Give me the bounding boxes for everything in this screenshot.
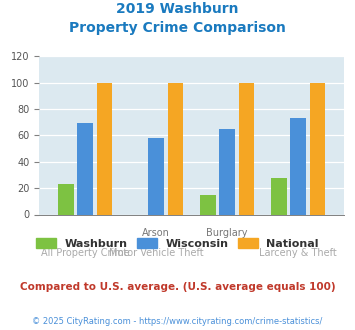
- Text: Larceny & Theft: Larceny & Theft: [259, 248, 337, 257]
- Text: All Property Crime: All Property Crime: [41, 248, 130, 257]
- Bar: [168, 82, 183, 214]
- Legend: Washburn, Wisconsin, National: Washburn, Wisconsin, National: [32, 234, 323, 253]
- Text: 2019 Washburn: 2019 Washburn: [116, 2, 239, 16]
- Text: Property Crime Comparison: Property Crime Comparison: [69, 21, 286, 35]
- Bar: [290, 118, 306, 214]
- Text: Compared to U.S. average. (U.S. average equals 100): Compared to U.S. average. (U.S. average …: [20, 282, 335, 292]
- Bar: [97, 82, 112, 214]
- Bar: [271, 178, 287, 214]
- Bar: [148, 138, 164, 214]
- Text: Burglary: Burglary: [207, 228, 248, 238]
- Bar: [58, 184, 74, 214]
- Bar: [77, 123, 93, 214]
- Bar: [219, 129, 235, 214]
- Text: Arson: Arson: [142, 228, 170, 238]
- Text: Motor Vehicle Theft: Motor Vehicle Theft: [109, 248, 203, 257]
- Text: © 2025 CityRating.com - https://www.cityrating.com/crime-statistics/: © 2025 CityRating.com - https://www.city…: [32, 317, 323, 326]
- Bar: [239, 82, 254, 214]
- Bar: [200, 195, 216, 214]
- Bar: [310, 82, 325, 214]
